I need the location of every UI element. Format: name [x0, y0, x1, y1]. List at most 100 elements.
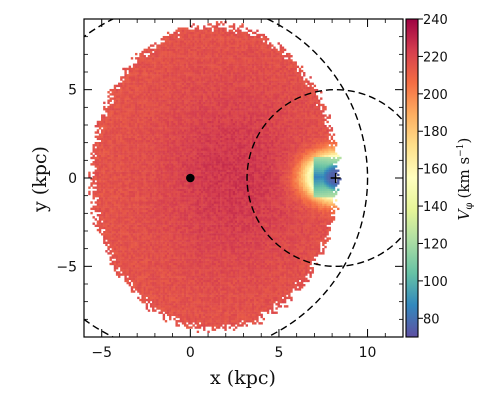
- heatmap-cell: [145, 262, 149, 266]
- heatmap-cell: [126, 233, 129, 236]
- heatmap-cell: [126, 167, 129, 170]
- heatmap-cell: [156, 46, 159, 49]
- heatmap-cell: [88, 186, 91, 189]
- heatmap-cell: [98, 163, 102, 166]
- heatmap-cell: [101, 131, 104, 134]
- heatmap-cell: [139, 112, 142, 115]
- heatmap-cell: [177, 313, 180, 317]
- heatmap-cell: [135, 267, 138, 270]
- heatmap-cell: [188, 307, 191, 310]
- heatmap-cell: [128, 275, 132, 278]
- heatmap-cell: [175, 296, 178, 300]
- heatmap-cell: [149, 256, 153, 259]
- heatmap-cell: [164, 88, 168, 92]
- heatmap-cell: [128, 218, 132, 221]
- heatmap-cell: [158, 152, 161, 155]
- heatmap-cell: [190, 148, 193, 151]
- heatmap-cell: [122, 186, 125, 189]
- heatmap-cell: [128, 247, 132, 251]
- heatmap-cell: [130, 273, 134, 276]
- heatmap-cell: [188, 267, 191, 270]
- heatmap-cell: [130, 286, 134, 289]
- heatmap-cell: [98, 226, 102, 230]
- heatmap-cell: [118, 171, 121, 175]
- heatmap-cell: [120, 91, 123, 94]
- heatmap-cell: [118, 250, 121, 253]
- heatmap-cell: [171, 103, 174, 107]
- heatmap-cell: [147, 233, 151, 236]
- heatmap-cell: [160, 286, 163, 289]
- heatmap-cell: [143, 298, 146, 302]
- heatmap-cell: [139, 190, 142, 194]
- heatmap-cell: [190, 197, 193, 200]
- heatmap-cell: [156, 63, 159, 66]
- heatmap-cell: [179, 50, 183, 54]
- heatmap-cell: [183, 78, 187, 81]
- heatmap-cell: [111, 137, 115, 141]
- heatmap-cell: [175, 216, 178, 219]
- heatmap-cell: [120, 156, 123, 160]
- heatmap-cell: [154, 76, 157, 79]
- heatmap-cell: [147, 309, 151, 312]
- heatmap-cell: [130, 139, 134, 143]
- heatmap-cell: [135, 231, 138, 234]
- heatmap-cell: [181, 264, 185, 268]
- heatmap-cell: [94, 207, 98, 211]
- heatmap-cell: [188, 188, 191, 191]
- heatmap-cell: [130, 165, 134, 168]
- heatmap-cell: [141, 169, 144, 172]
- heatmap-cell: [118, 88, 121, 92]
- heatmap-cell: [137, 267, 140, 270]
- heatmap-cell: [139, 118, 142, 122]
- heatmap-cell: [109, 188, 112, 191]
- heatmap-cell: [162, 50, 166, 54]
- heatmap-cell: [160, 114, 163, 117]
- heatmap-cell: [101, 192, 104, 196]
- heatmap-cell: [147, 292, 151, 295]
- heatmap-cell: [96, 165, 100, 168]
- heatmap-cell: [107, 91, 110, 94]
- heatmap-cell: [135, 262, 138, 266]
- heatmap-cell: [143, 97, 146, 100]
- heatmap-cell: [101, 161, 104, 164]
- heatmap-cell: [96, 173, 100, 177]
- heatmap-cell: [154, 214, 157, 217]
- heatmap-cell: [124, 118, 127, 122]
- heatmap-cell: [135, 63, 138, 66]
- heatmap-cell: [122, 150, 125, 153]
- heatmap-cell: [98, 216, 102, 219]
- heatmap-cell: [177, 173, 180, 177]
- heatmap-cell: [181, 120, 185, 124]
- heatmap-cell: [175, 262, 178, 266]
- heatmap-cell: [130, 201, 134, 204]
- heatmap-cell: [164, 284, 168, 287]
- heatmap-cell: [109, 207, 112, 211]
- heatmap-cell: [141, 201, 144, 204]
- heatmap-cell: [149, 72, 153, 75]
- heatmap-cell: [115, 161, 119, 164]
- heatmap-cell: [183, 91, 187, 94]
- heatmap-cell: [166, 247, 170, 251]
- heatmap-cell: [183, 35, 187, 39]
- heatmap-cell: [147, 252, 151, 255]
- heatmap-cell: [147, 194, 151, 198]
- heatmap-cell: [130, 135, 134, 138]
- heatmap-cell: [126, 91, 129, 94]
- heatmap-cell: [156, 97, 159, 100]
- heatmap-cell: [115, 214, 119, 217]
- heatmap-cell: [113, 180, 117, 183]
- heatmap-cell: [188, 105, 191, 109]
- heatmap-cell: [137, 167, 140, 170]
- heatmap-cell: [160, 95, 163, 98]
- heatmap-cell: [130, 150, 134, 153]
- heatmap-cell: [120, 152, 123, 155]
- heatmap-cell: [120, 239, 123, 242]
- heatmap-cell: [132, 125, 136, 128]
- heatmap-cell: [128, 97, 132, 100]
- heatmap-cell: [141, 167, 144, 170]
- heatmap-cell: [179, 57, 183, 60]
- heatmap-cell: [175, 300, 178, 304]
- heatmap-cell: [101, 180, 104, 183]
- heatmap-cell: [186, 31, 189, 35]
- heatmap-cell: [177, 320, 180, 323]
